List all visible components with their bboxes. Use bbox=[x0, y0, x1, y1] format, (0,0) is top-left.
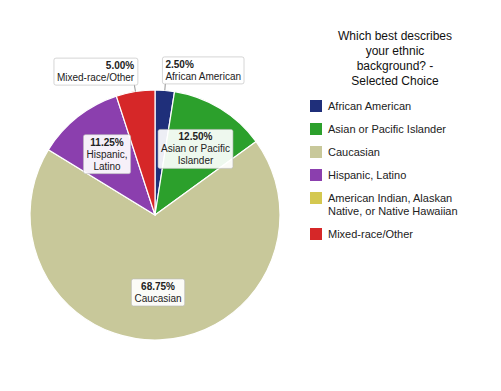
legend: Which best describesyour ethnicbackgroun… bbox=[310, 29, 458, 240]
category-label: Mixed-race/Other bbox=[57, 72, 135, 83]
legend-swatch bbox=[310, 146, 322, 158]
label-box bbox=[54, 58, 138, 85]
chart: 2.50%African American12.50%Asian or Paci… bbox=[0, 0, 501, 391]
value-label: 68.75% bbox=[141, 281, 175, 292]
legend-swatch bbox=[310, 100, 322, 112]
category-label: Hispanic, bbox=[86, 149, 127, 160]
label-box bbox=[131, 279, 184, 306]
category-label: Islander bbox=[178, 155, 214, 166]
data-label-text: 5.00%Mixed-race/Other bbox=[57, 60, 135, 83]
data-label: 12.50%Asian or PacificIslander bbox=[158, 129, 233, 168]
data-label-text: 11.25%Hispanic,Latino bbox=[86, 137, 127, 172]
category-label: Asian or Pacific bbox=[161, 143, 230, 154]
data-label: 68.75%Caucasian bbox=[131, 279, 184, 306]
legend-swatch bbox=[310, 123, 322, 135]
legend-swatch bbox=[310, 169, 322, 181]
label-box bbox=[162, 57, 244, 84]
legend-label: American Indian, AlaskanNative, or Nativ… bbox=[328, 192, 458, 217]
legend-label: African American bbox=[328, 100, 411, 112]
legend-label: Mixed-race/Other bbox=[328, 228, 413, 240]
label-box bbox=[158, 129, 233, 168]
data-label-text: 12.50%Asian or PacificIslander bbox=[161, 131, 230, 166]
label-box bbox=[83, 135, 130, 174]
legend-label: Hispanic, Latino bbox=[328, 169, 406, 181]
legend-label: Asian or Pacific Islander bbox=[328, 123, 446, 135]
legend-swatch bbox=[310, 228, 322, 240]
legend-label: Caucasian bbox=[328, 146, 380, 158]
data-label-text: 68.75%Caucasian bbox=[134, 281, 181, 304]
data-labels: 2.50%African American 12.50%Asian or Paci… bbox=[54, 57, 244, 306]
legend-title: Which best describesyour ethnicbackgroun… bbox=[338, 29, 452, 88]
data-label: 5.00%Mixed-race/Other bbox=[54, 58, 138, 85]
legend-swatch bbox=[310, 192, 322, 204]
category-label: African American bbox=[165, 71, 241, 82]
data-label-text: 2.50%African American bbox=[165, 59, 241, 82]
value-label: 12.50% bbox=[179, 131, 213, 142]
category-label: Latino bbox=[93, 161, 121, 172]
category-label: Caucasian bbox=[134, 293, 181, 304]
value-label: 11.25% bbox=[90, 137, 123, 148]
pie bbox=[30, 90, 280, 340]
value-label: 5.00% bbox=[106, 60, 134, 71]
data-label: 2.50%African American bbox=[162, 57, 244, 84]
data-label: 11.25%Hispanic,Latino bbox=[83, 135, 130, 174]
value-label: 2.50% bbox=[165, 59, 193, 70]
